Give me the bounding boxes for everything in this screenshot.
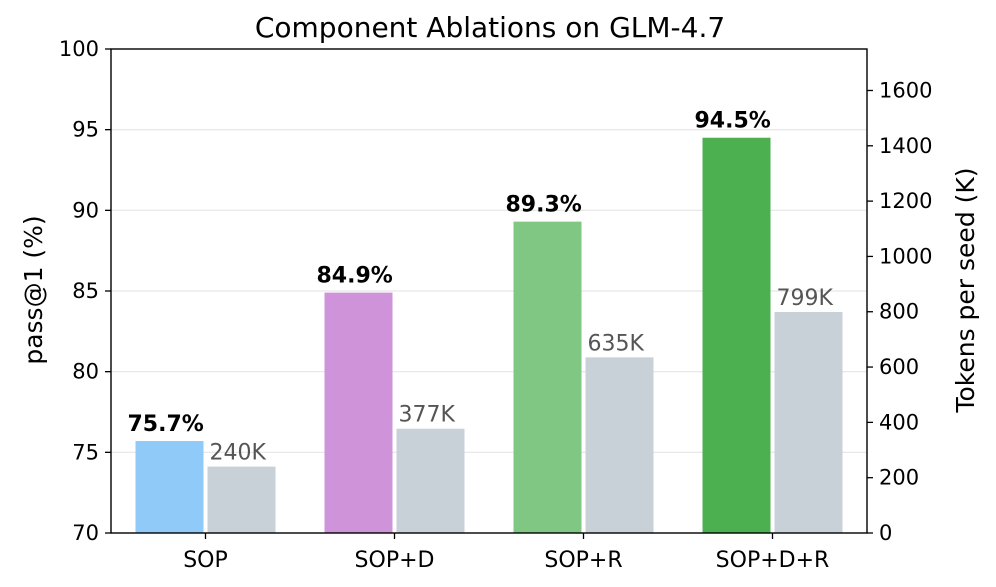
- x-tick-label: SOP+R: [544, 548, 622, 573]
- bar-pass-label: 75.7%: [128, 412, 204, 437]
- y-tick-label: 75: [72, 440, 99, 464]
- bar-pass-label: 84.9%: [317, 264, 393, 289]
- bar-pass-sop-d-r: [702, 137, 771, 533]
- bars: [135, 137, 843, 534]
- y-tick-label: 70: [72, 521, 99, 545]
- y-tick-label: 90: [72, 198, 99, 222]
- bar-tokens-label: 799K: [777, 286, 834, 311]
- bar-pass-sop-d: [324, 292, 393, 533]
- axes: [105, 48, 873, 539]
- bar-pass-sop: [135, 441, 204, 533]
- y2-tick-label: 1600: [879, 78, 932, 102]
- bar-pass-label: 94.5%: [695, 109, 771, 134]
- y2-tick-label: 1400: [879, 134, 932, 158]
- bar-tokens-sop-r: [585, 357, 654, 533]
- x-tick-label: SOP: [183, 548, 228, 573]
- x-tick-label: SOP+D: [355, 548, 435, 573]
- y-tick-label: 95: [72, 118, 99, 142]
- y2-tick-label: 400: [879, 410, 919, 434]
- bar-tokens-label: 635K: [588, 331, 645, 356]
- y2-tick-label: 600: [879, 355, 919, 379]
- bar-labels: 75.7%240K 84.9% 377K 89.3% 635K 94.5% 799K: [128, 109, 834, 466]
- chart-title: Component Ablations on GLM-4.7: [255, 11, 725, 44]
- bar-tokens-sop: [207, 466, 276, 533]
- y2-tick-label: 1200: [879, 189, 932, 213]
- y-tick-label: 100: [59, 37, 99, 61]
- y-tick-label: 80: [72, 360, 99, 384]
- y2-tick-label: 1000: [879, 244, 932, 268]
- y2-tick-label: 200: [879, 466, 919, 490]
- y2-tick-label: 0: [879, 521, 892, 545]
- plot-frame: [110, 48, 868, 534]
- y2-axis-label: Tokens per seed (K): [951, 167, 980, 413]
- bar-tokens-sop-d-r: [774, 312, 843, 533]
- bar-tokens-label: 240K: [210, 441, 267, 466]
- bar-pass-label: 89.3%: [506, 193, 582, 218]
- tick-labels: SOP SOP+D SOP+R SOP+D+R70758085909510002004…: [59, 37, 933, 573]
- y-axis-label: pass@1 (%): [19, 215, 48, 364]
- bar-tokens-sop-d: [396, 428, 465, 533]
- bar-tokens-label: 377K: [399, 403, 456, 428]
- y-tick-label: 85: [72, 279, 99, 303]
- y2-tick-label: 800: [879, 300, 919, 324]
- x-tick-label: SOP+D+R: [716, 548, 830, 573]
- bar-pass-sop-r: [513, 221, 582, 534]
